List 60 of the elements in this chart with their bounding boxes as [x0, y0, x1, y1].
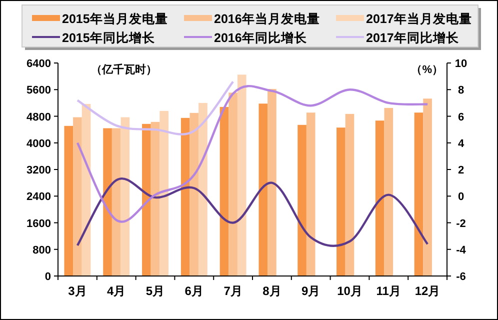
bar [198, 102, 208, 276]
legend-label: 2017年当月发电量 [366, 12, 472, 26]
y2-axis-title: （%） [411, 64, 443, 76]
y-tick-label: 4800 [26, 111, 51, 124]
x-tick-label: 11月 [376, 284, 401, 298]
bar [258, 104, 268, 276]
y2-tick-label: -4 [456, 244, 467, 256]
bar [298, 124, 306, 276]
x-tick-label: 4月 [107, 284, 126, 298]
bar [112, 128, 121, 276]
y2-tick-label: -6 [456, 271, 466, 283]
legend-label: 2016年同比增长 [214, 31, 308, 45]
legend-label: 2016年当月发电量 [214, 12, 320, 26]
bar [142, 124, 151, 276]
bar [268, 88, 276, 276]
legend-label: 2017年同比增长 [366, 31, 460, 45]
bar [336, 128, 346, 276]
y-tick-label: 800 [32, 244, 51, 256]
y-tick-label: 3200 [26, 164, 51, 176]
x-tick-label: 7月 [224, 284, 242, 298]
x-tick-label: 6月 [184, 284, 204, 298]
bar [73, 117, 82, 276]
bar [237, 74, 246, 276]
y-tick-label: 1600 [26, 218, 51, 230]
x-tick-label: 12月 [414, 284, 440, 298]
bar [160, 110, 168, 276]
bar [414, 112, 424, 276]
y2-tick-label: 0 [458, 191, 464, 204]
legend-label: 2015年当月发电量 [62, 12, 168, 26]
y-axis-title: （亿千瓦时） [91, 63, 157, 76]
bar [384, 108, 394, 276]
y2-tick-label: -2 [456, 218, 466, 230]
bar [64, 126, 74, 276]
y2-tick-label: 2 [458, 164, 464, 176]
y2-tick-label: 6 [458, 111, 464, 124]
x-tick-label: 3月 [68, 284, 87, 298]
y-tick-label: 6400 [26, 58, 51, 70]
bar [220, 106, 229, 276]
y-tick-label: 0 [44, 271, 51, 283]
x-tick-label: 9月 [302, 284, 320, 298]
bar [150, 122, 160, 276]
bar [306, 112, 316, 276]
legend-label: 2015年同比增长 [62, 31, 156, 45]
bar [120, 117, 130, 276]
x-tick-label: 5月 [146, 284, 165, 298]
y2-tick-label: 10 [454, 58, 468, 70]
bar [180, 118, 190, 276]
x-tick-label: 10月 [337, 284, 362, 298]
bar [190, 112, 199, 276]
y-tick-label: 2400 [26, 191, 51, 204]
y2-tick-label: 4 [458, 138, 465, 150]
bar [345, 114, 354, 276]
bar [375, 120, 384, 276]
y2-tick-label: 8 [458, 84, 464, 97]
bar [103, 128, 112, 276]
y-tick-label: 4000 [26, 138, 51, 150]
y-tick-label: 5600 [26, 84, 51, 97]
bar [423, 98, 432, 276]
bar [228, 92, 238, 276]
x-tick-label: 8月 [262, 284, 282, 298]
